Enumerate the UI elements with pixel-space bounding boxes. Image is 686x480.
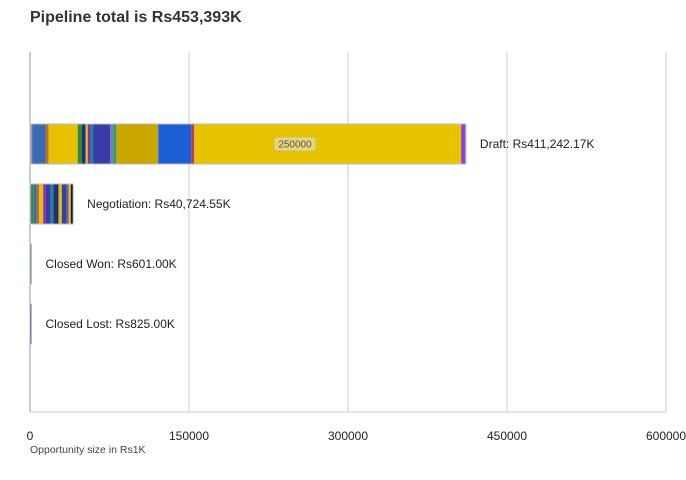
x-axis-ticks: 0 150000 300000 450000 600000 [27, 429, 686, 443]
bar-data-label: Negotiation: Rs40,724.55K [87, 197, 230, 211]
bar-data-label: Closed Lost: Rs825.00K [46, 317, 175, 331]
annotation-layer: 250000 [273, 136, 317, 152]
x-tick-label: 600000 [646, 429, 686, 443]
bar-segment[interactable] [461, 124, 466, 164]
bar-data-label: Draft: Rs411,242.17K [480, 137, 595, 151]
bar-segment[interactable] [70, 184, 74, 224]
annotation-box [273, 136, 317, 152]
bar-segment[interactable] [43, 184, 46, 224]
bar-segment[interactable] [66, 184, 69, 224]
bar-segment[interactable] [113, 124, 117, 164]
bar-outline [29, 243, 32, 285]
annotation-text: 250000 [278, 140, 312, 151]
bar-outline [29, 123, 467, 165]
bar-segment[interactable] [58, 184, 62, 224]
bar-group[interactable] [29, 243, 32, 285]
chart-title: Pipeline total is Rs453,393K [30, 9, 242, 26]
bar-segment[interactable] [61, 184, 67, 224]
bar-group[interactable] [29, 123, 467, 165]
bar-segment[interactable] [194, 124, 462, 164]
bar-group[interactable] [29, 303, 32, 345]
bar-outline [29, 183, 74, 225]
bar-segment[interactable] [110, 124, 114, 164]
bar-segment[interactable] [50, 184, 54, 224]
bar-series [29, 123, 467, 345]
bar-segment[interactable] [191, 124, 195, 164]
bar-segment[interactable] [53, 184, 59, 224]
bar-segment[interactable] [45, 184, 51, 224]
bar-segment[interactable] [31, 184, 34, 224]
bar-labels: Draft: Rs411,242.17K Negotiation: Rs40,72… [46, 137, 595, 331]
bar-segment[interactable] [30, 184, 32, 224]
bar-outline [29, 303, 32, 345]
x-tick-label: 150000 [169, 429, 209, 443]
bar-group[interactable] [29, 183, 74, 225]
grid-lines [29, 52, 667, 413]
bar-segment[interactable] [116, 124, 159, 164]
bar-segment[interactable] [85, 124, 88, 164]
bar-segment[interactable] [30, 124, 33, 164]
x-tick-label: 0 [27, 429, 34, 443]
bar-data-label: Closed Won: Rs601.00K [46, 257, 177, 271]
bar-segment[interactable] [87, 124, 91, 164]
bar-segment[interactable] [81, 124, 86, 164]
bar-segment[interactable] [90, 124, 94, 164]
bar-segment[interactable] [36, 184, 40, 224]
bar-segment[interactable] [32, 124, 46, 164]
bar-segment[interactable] [39, 184, 44, 224]
x-tick-label: 450000 [487, 429, 527, 443]
bar-segment[interactable] [93, 124, 111, 164]
bar-segment[interactable] [77, 124, 82, 164]
x-tick-label: 300000 [328, 429, 368, 443]
bar-segment[interactable] [48, 124, 78, 164]
bar-segment[interactable] [33, 184, 37, 224]
bar-segment[interactable] [45, 124, 49, 164]
bar-segment[interactable] [68, 184, 71, 224]
x-axis-label: Opportunity size in Rs1K [30, 444, 146, 456]
bar-segment[interactable] [158, 124, 192, 164]
